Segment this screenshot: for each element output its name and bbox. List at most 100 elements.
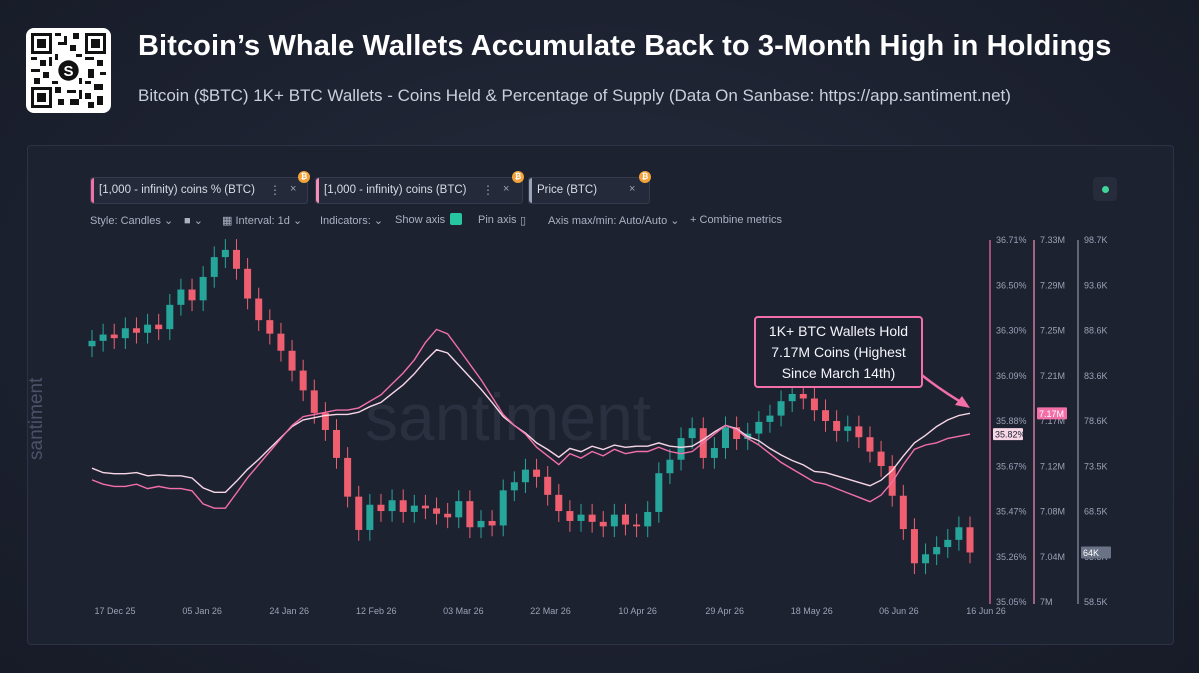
bitcoin-icon: ₿	[512, 171, 524, 183]
price-axis-tick: 58.5K	[1084, 597, 1108, 607]
x-axis-tick: 18 May 26	[791, 606, 833, 616]
candle-body	[755, 421, 763, 434]
annotation-arrow-head	[955, 396, 970, 408]
candle-body	[444, 513, 452, 518]
candle-body	[933, 547, 941, 555]
coins-axis-tick: 7.08M	[1040, 507, 1065, 517]
pct-axis-tick: 36.30%	[996, 326, 1027, 336]
candle-body	[455, 501, 463, 518]
candle-body	[488, 520, 496, 526]
candle-body	[210, 257, 218, 277]
close-icon[interactable]: ×	[629, 183, 636, 195]
coins-axis-tick: 7.12M	[1040, 461, 1065, 471]
pct-axis-tick: 35.67%	[996, 461, 1027, 471]
x-axis-tick: 17 Dec 25	[94, 606, 135, 616]
candle-body	[944, 539, 952, 548]
pct-axis-tick: 35.47%	[996, 507, 1027, 517]
style-label: Style: Candles	[90, 215, 161, 227]
coins-axis-tick: 7.21M	[1040, 371, 1065, 381]
color-picker[interactable]: ■ ⌄	[184, 214, 203, 227]
x-axis-tick: 03 Mar 26	[443, 606, 484, 616]
metric-tab-label: [1,000 - infinity) coins (BTC)	[324, 184, 467, 196]
price-last-label: 64K	[1083, 548, 1099, 558]
pin-axis-checkbox[interactable]: ▯	[520, 215, 527, 227]
price-last-label-bg	[1081, 546, 1111, 559]
candle-body	[855, 426, 863, 438]
indicators-dropdown[interactable]: Indicators: ⌄	[320, 214, 383, 227]
live-status-toggle[interactable]	[1093, 177, 1117, 201]
interval-dropdown[interactable]: ▦ Interval: 1d ⌄	[222, 214, 302, 227]
price-axis-tick: 73.5K	[1084, 461, 1108, 471]
candle-body	[155, 324, 163, 330]
axis-minmax-label: Axis max/min: Auto/Auto	[548, 215, 668, 227]
coins-last-label: 7.17M	[1039, 409, 1064, 419]
candle-body	[877, 451, 885, 467]
candle-body	[121, 328, 129, 339]
candle-body	[310, 390, 318, 413]
coins-axis-tick: 7.29M	[1040, 280, 1065, 290]
candle-body	[788, 393, 796, 402]
metric-color-bar	[529, 178, 532, 203]
price-axis-tick: 98.7K	[1084, 235, 1108, 245]
price-axis-tick: 83.6K	[1084, 371, 1108, 381]
chevron-down-icon: ⌄	[373, 215, 384, 227]
candle-body	[577, 514, 585, 521]
x-axis-tick: 10 Apr 26	[618, 606, 657, 616]
candle-body	[299, 370, 307, 391]
x-axis-tick: 22 Mar 26	[530, 606, 571, 616]
chevron-down-icon: ⌄	[292, 215, 303, 227]
x-axis-ticks: 17 Dec 25 05 Jan 26 24 Jan 26 12 Feb 26 03 M…	[94, 606, 1005, 616]
metric-tab-coins[interactable]: [1,000 - infinity) coins (BTC) ⋮ × ₿	[315, 171, 524, 204]
x-axis-tick: 05 Jan 26	[182, 606, 222, 616]
x-axis-tick: 24 Jan 26	[269, 606, 309, 616]
x-axis-tick: 06 Jun 26	[879, 606, 919, 616]
metric-tab-label: [1,000 - infinity) coins % (BTC)	[99, 184, 255, 196]
more-options-icon[interactable]: ⋮	[269, 183, 281, 197]
indicators-label: Indicators:	[320, 215, 371, 227]
metric-tab-coins-percent[interactable]: [1,000 - infinity) coins % (BTC) ⋮ × ₿	[90, 171, 310, 204]
last-value-labels: 35.82% 7.17M 64K	[993, 407, 1111, 559]
candle-body	[610, 514, 618, 527]
coins-axis-tick: 7.17M	[1040, 416, 1065, 426]
candle-body	[166, 304, 174, 330]
candle-body	[733, 427, 741, 440]
annotation-line: Since March 14th)	[781, 365, 896, 381]
metric-tab-label: Price (BTC)	[537, 184, 598, 196]
candle-body	[922, 554, 930, 564]
close-icon[interactable]: ×	[290, 183, 297, 195]
candle-body	[366, 504, 374, 530]
candle-body	[88, 340, 96, 347]
page-subtitle: Bitcoin ($BTC) 1K+ BTC Wallets - Coins H…	[138, 86, 1011, 105]
bitcoin-icon: ₿	[639, 171, 651, 183]
status-dot-icon	[1102, 186, 1109, 193]
coins-axis-tick: 7.04M	[1040, 552, 1065, 562]
chevron-down-icon: ⌄	[164, 215, 174, 227]
combine-metrics-button[interactable]: + Combine metrics	[690, 214, 782, 226]
plus-icon: +	[690, 214, 697, 226]
candle-body	[621, 514, 629, 525]
candle-body	[844, 426, 852, 431]
more-options-icon[interactable]: ⋮	[482, 183, 494, 197]
candles-group	[88, 239, 974, 575]
metric-tab-price[interactable]: Price (BTC) × ₿	[528, 171, 651, 204]
pct-series-line	[91, 328, 971, 509]
chart-panel	[27, 145, 1174, 645]
axis-minmax-dropdown[interactable]: Axis max/min: Auto/Auto ⌄	[548, 214, 680, 227]
candle-body	[710, 448, 718, 458]
bitcoin-icon: ₿	[298, 171, 310, 183]
close-icon[interactable]: ×	[503, 183, 510, 195]
price-axis-tick: 88.6K	[1084, 326, 1108, 336]
style-dropdown[interactable]: Style: Candles ⌄	[90, 214, 173, 227]
candle-body	[388, 500, 396, 512]
candle-body	[644, 511, 652, 527]
square-icon: ■	[184, 215, 191, 227]
candle-body	[344, 457, 352, 497]
pct-axis-tick: 35.05%	[996, 597, 1027, 607]
candle-body	[232, 249, 240, 269]
show-axis-checkbox[interactable]	[450, 213, 462, 225]
pct-axis-tick: 35.88%	[996, 416, 1027, 426]
coins-axis-tick: 7M	[1040, 597, 1053, 607]
page-title: Bitcoin’s Whale Wallets Accumulate Back …	[138, 30, 1112, 62]
candle-body	[544, 476, 552, 495]
qr-code-icon: S	[31, 33, 106, 108]
